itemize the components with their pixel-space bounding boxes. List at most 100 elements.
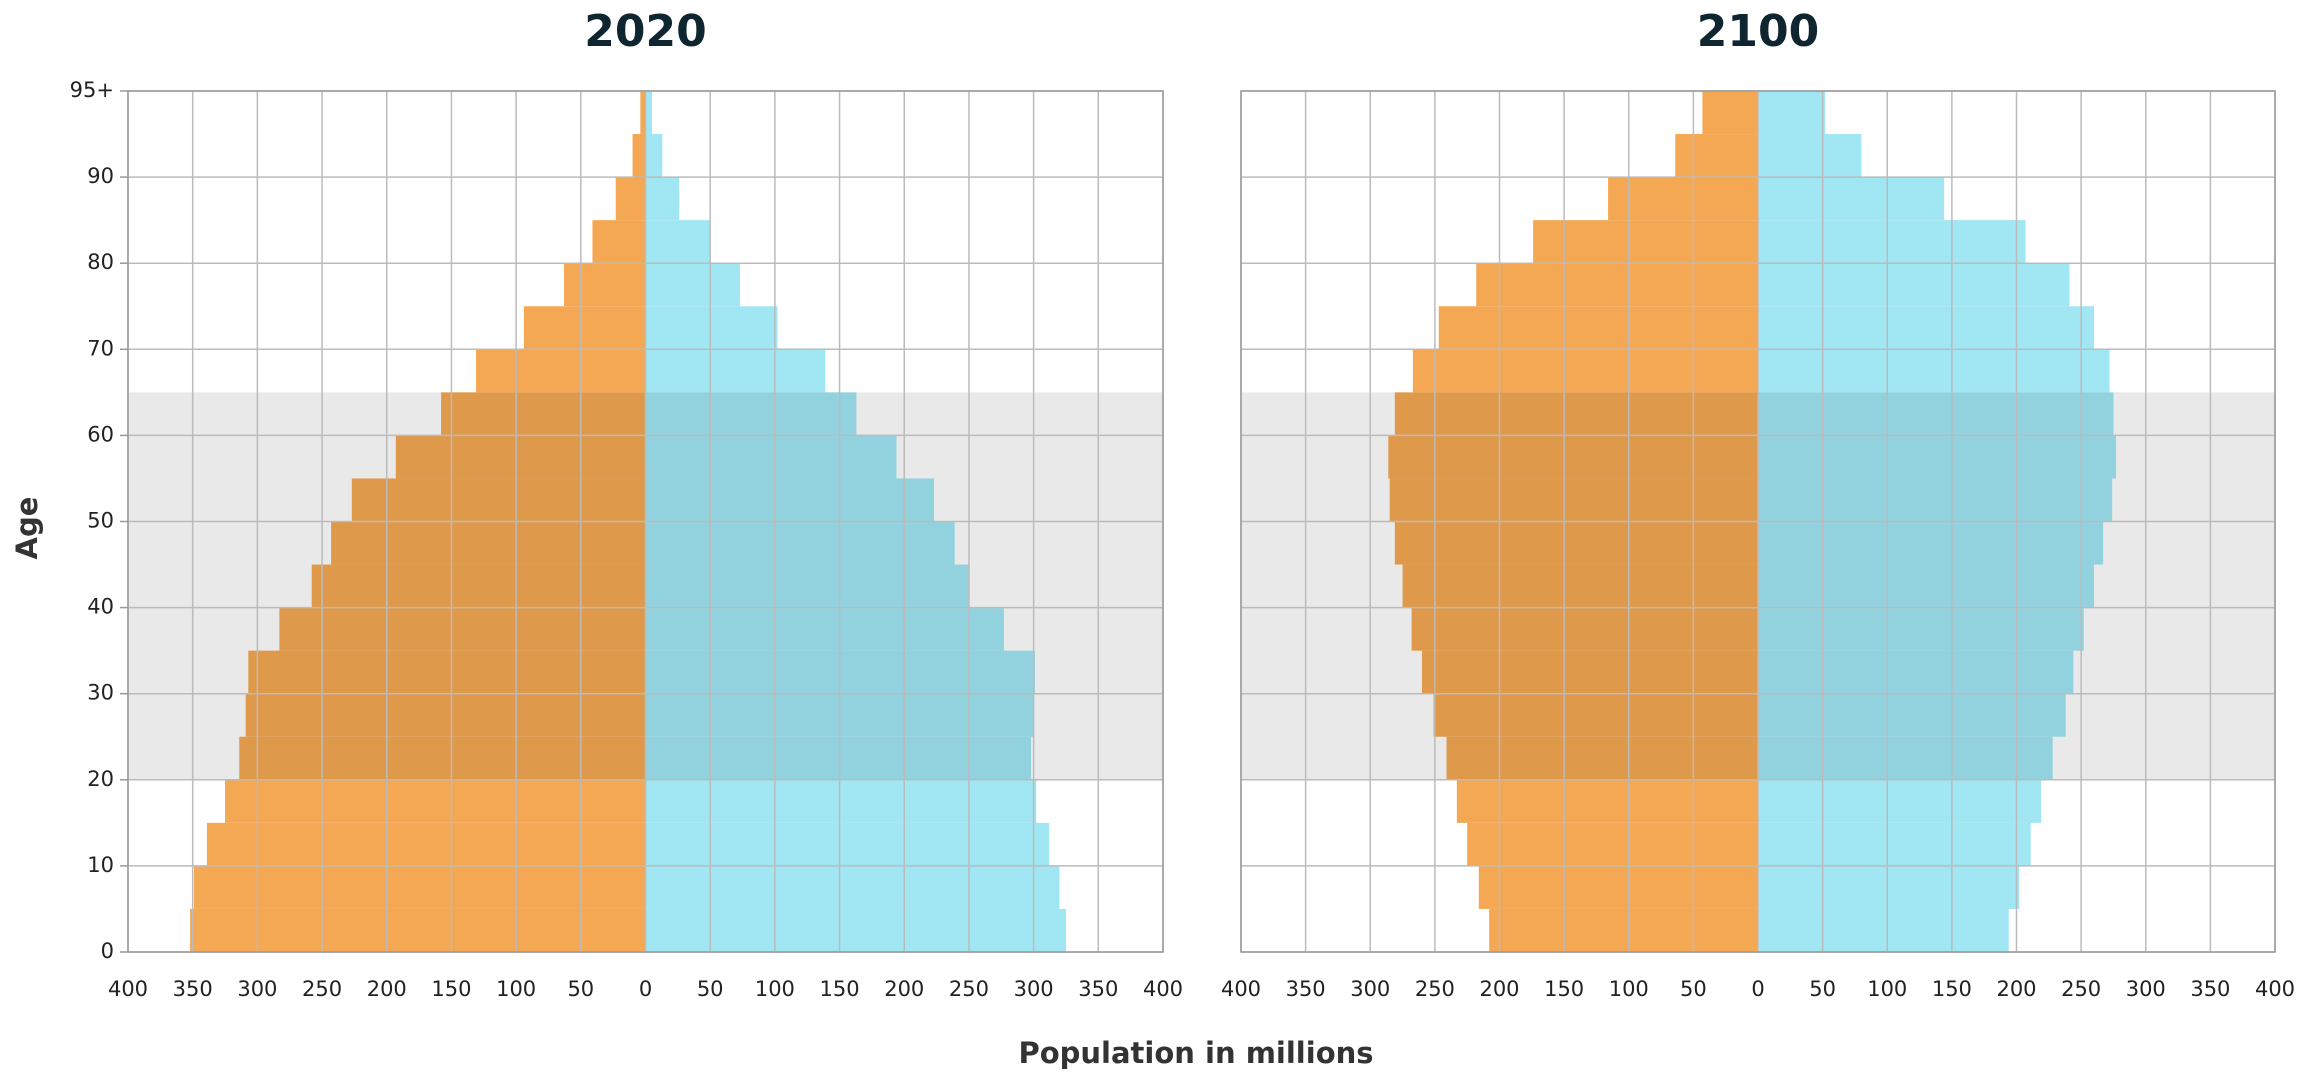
x-tick-label: 250 bbox=[1415, 977, 1455, 1001]
bar bbox=[1758, 564, 2095, 608]
bar bbox=[1758, 779, 2042, 823]
x-tick-label: 200 bbox=[367, 977, 407, 1001]
x-tick-label: 200 bbox=[1996, 977, 2036, 1001]
bar bbox=[1758, 478, 2113, 522]
x-tick-label: 300 bbox=[1014, 977, 1054, 1001]
x-tick-label: 150 bbox=[820, 977, 860, 1001]
x-tick-label: 100 bbox=[1867, 977, 1907, 1001]
x-tick-label: 400 bbox=[1143, 977, 1183, 1001]
x-tick-label: 50 bbox=[1809, 977, 1836, 1001]
chart-title: 2020 bbox=[584, 6, 706, 57]
x-tick-label: 0 bbox=[639, 977, 652, 1001]
x-tick-label: 250 bbox=[949, 977, 989, 1001]
bar bbox=[206, 822, 646, 866]
x-tick-label: 200 bbox=[1479, 977, 1519, 1001]
bar bbox=[331, 521, 646, 565]
x-tick-label: 350 bbox=[173, 977, 213, 1001]
bar bbox=[395, 435, 646, 479]
bar bbox=[1446, 736, 1758, 780]
bar bbox=[1489, 908, 1758, 952]
bar bbox=[1758, 177, 1945, 221]
bar bbox=[645, 134, 663, 178]
bar bbox=[1421, 650, 1758, 694]
bar bbox=[645, 177, 680, 221]
bar bbox=[351, 478, 646, 522]
bar bbox=[476, 349, 646, 393]
plot-border bbox=[127, 90, 1164, 953]
bar bbox=[645, 478, 935, 522]
bar bbox=[645, 822, 1050, 866]
bar bbox=[279, 607, 646, 651]
bar bbox=[632, 134, 646, 178]
x-tick-label: 50 bbox=[1680, 977, 1707, 1001]
bar bbox=[1758, 521, 2104, 565]
bar bbox=[1758, 736, 2053, 780]
bar bbox=[1758, 650, 2074, 694]
x-tick-label: 150 bbox=[431, 977, 471, 1001]
bar bbox=[645, 607, 1004, 651]
bar bbox=[1758, 435, 2117, 479]
bar bbox=[1758, 306, 2095, 350]
bar bbox=[1702, 91, 1758, 135]
bar bbox=[1758, 392, 2114, 436]
bar bbox=[1758, 822, 2031, 866]
bar bbox=[592, 220, 646, 264]
bar bbox=[239, 736, 646, 780]
x-tick-label: 250 bbox=[302, 977, 342, 1001]
bar bbox=[645, 779, 1037, 823]
bar bbox=[640, 91, 646, 135]
bar bbox=[1675, 134, 1758, 178]
y-tick-label: 90 bbox=[87, 164, 114, 188]
y-tick-label: 0 bbox=[101, 939, 114, 963]
bar bbox=[645, 564, 969, 608]
x-tick-label: 350 bbox=[1078, 977, 1118, 1001]
bar bbox=[1388, 435, 1758, 479]
bar bbox=[441, 392, 646, 436]
x-tick-label: 400 bbox=[108, 977, 148, 1001]
bar bbox=[193, 865, 646, 909]
x-tick-label: 100 bbox=[1609, 977, 1649, 1001]
x-tick-label: 300 bbox=[1350, 977, 1390, 1001]
plot-border bbox=[1240, 90, 2276, 953]
bar bbox=[190, 908, 646, 952]
bar bbox=[645, 349, 826, 393]
bar bbox=[1533, 220, 1758, 264]
y-tick-label: 10 bbox=[87, 853, 114, 877]
bar bbox=[645, 908, 1066, 952]
bar bbox=[1608, 177, 1758, 221]
x-tick-label: 400 bbox=[1221, 977, 1261, 1001]
bar bbox=[1758, 908, 2009, 952]
y-axis-label: Age bbox=[10, 497, 44, 560]
x-tick-label: 100 bbox=[496, 977, 536, 1001]
bar bbox=[645, 263, 740, 307]
y-tick-label: 60 bbox=[87, 422, 114, 446]
x-tick-label: 350 bbox=[1286, 977, 1326, 1001]
bar bbox=[645, 521, 955, 565]
bar bbox=[1433, 693, 1758, 737]
bar bbox=[245, 693, 646, 737]
bar bbox=[645, 392, 857, 436]
x-tick-label: 400 bbox=[2255, 977, 2295, 1001]
x-tick-label: 300 bbox=[2126, 977, 2166, 1001]
bar bbox=[523, 306, 646, 350]
bar bbox=[225, 779, 646, 823]
x-axis-label: Population in millions bbox=[1018, 1036, 1373, 1070]
bar bbox=[1394, 521, 1758, 565]
bar bbox=[1758, 263, 2070, 307]
bar bbox=[1411, 607, 1758, 651]
bar bbox=[1402, 564, 1758, 608]
y-tick-label: 95+ bbox=[70, 78, 114, 102]
x-tick-label: 50 bbox=[567, 977, 594, 1001]
bar bbox=[1467, 822, 1758, 866]
bar bbox=[1758, 607, 2084, 651]
bar bbox=[1389, 478, 1758, 522]
x-tick-label: 200 bbox=[884, 977, 924, 1001]
bar bbox=[645, 220, 711, 264]
bar bbox=[1478, 865, 1758, 909]
y-tick-label: 40 bbox=[87, 595, 114, 619]
x-tick-label: 150 bbox=[1932, 977, 1972, 1001]
bar bbox=[1758, 349, 2110, 393]
bar bbox=[645, 91, 652, 135]
